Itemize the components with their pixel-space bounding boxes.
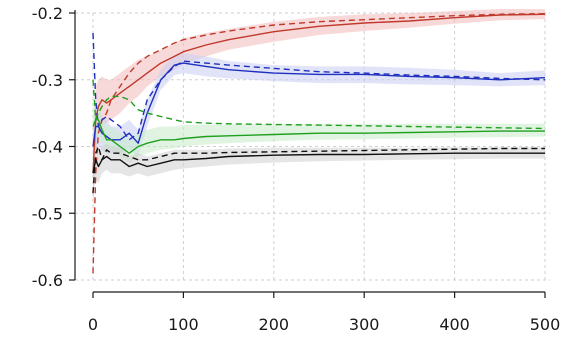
y-tick-label: -0.5 [32,204,63,223]
series-3-line [92,119,545,154]
series-4-dashed-line [92,145,545,194]
x-tick-label: 0 [88,315,98,334]
x-tick-label: 200 [259,315,290,334]
confidence-bands [93,9,545,214]
series-3-dashed-line [92,79,546,130]
x-tick-label: 500 [530,315,561,334]
series-2-band [93,53,545,167]
x-tick-label: 400 [439,315,470,334]
y-tick-label: -0.6 [32,271,63,290]
y-tick-label: -0.3 [32,71,63,90]
x-tick-label: 100 [168,315,199,334]
series-1-dashed-line [92,13,546,274]
series-lines [92,13,546,274]
series-2-dashed-line [92,32,546,141]
axes: -0.2 -0.3 -0.4 -0.5 -0.6 0 100 200 300 400 500 [32,4,560,334]
series-1-line [92,13,546,174]
x-tick-label: 300 [349,315,380,334]
series-4-line [92,152,545,174]
y-tick-label: -0.2 [32,4,63,23]
y-tick-label: -0.4 [32,138,63,157]
series-1-band [93,9,545,214]
